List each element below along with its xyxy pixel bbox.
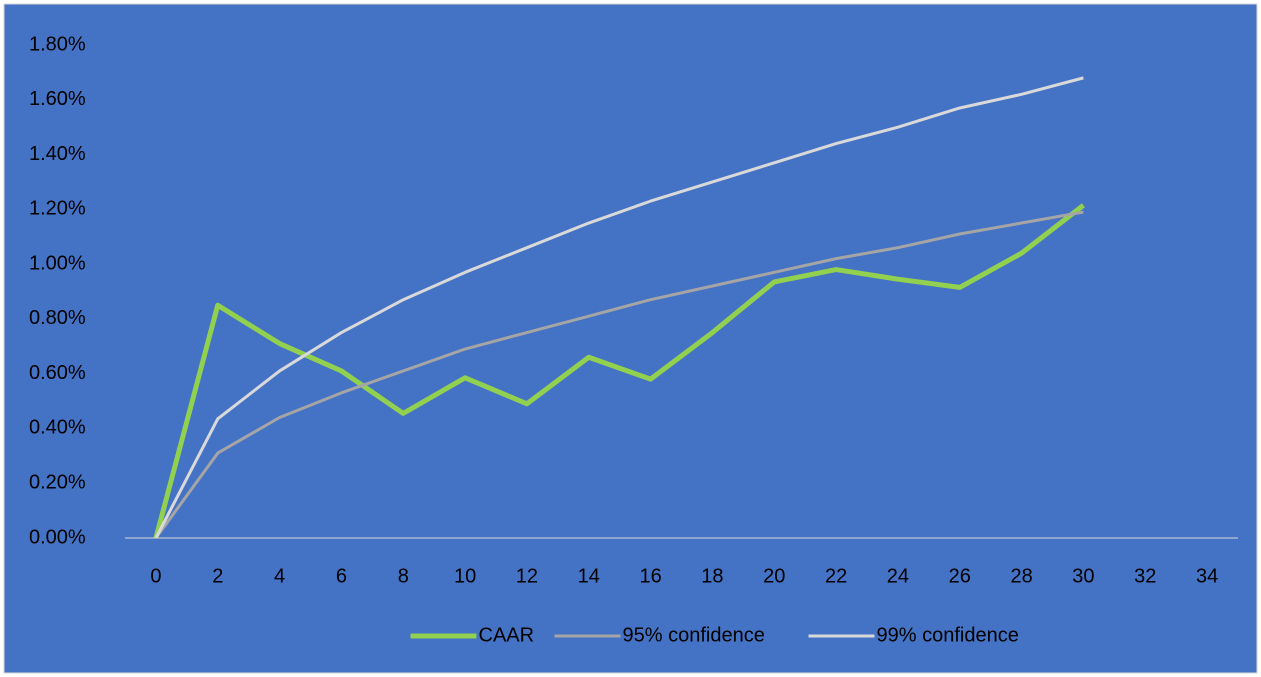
series-line bbox=[154, 76, 1084, 539]
y-tick-label: 0.80% bbox=[29, 307, 86, 329]
y-tick-label: 1.80% bbox=[29, 33, 86, 55]
y-tick-label: 0.00% bbox=[29, 526, 86, 548]
chart-background bbox=[3, 3, 1258, 674]
y-tick-label: 1.60% bbox=[29, 88, 86, 110]
y-tick-label: 0.40% bbox=[29, 417, 86, 439]
legend-label: 99% confidence bbox=[877, 624, 1019, 646]
y-tick-label: 1.20% bbox=[29, 198, 86, 220]
x-tick-label: 12 bbox=[516, 565, 538, 587]
series-line bbox=[153, 203, 1085, 539]
y-tick-label: 1.40% bbox=[29, 143, 86, 165]
x-tick-label: 2 bbox=[212, 565, 223, 587]
x-tick-label: 30 bbox=[1072, 565, 1094, 587]
x-tick-label: 16 bbox=[639, 565, 661, 587]
x-tick-label: 32 bbox=[1134, 565, 1156, 587]
x-tick-label: 14 bbox=[578, 565, 600, 587]
x-tick-label: 18 bbox=[701, 565, 723, 587]
x-tick-label: 26 bbox=[949, 565, 971, 587]
y-tick-label: 1.00% bbox=[29, 252, 86, 274]
series-line bbox=[154, 210, 1084, 539]
x-tick-label: 24 bbox=[887, 565, 909, 587]
x-tick-label: 6 bbox=[336, 565, 347, 587]
y-tick-label: 0.20% bbox=[29, 472, 86, 494]
x-tick-label: 22 bbox=[825, 565, 847, 587]
x-tick-label: 20 bbox=[763, 565, 785, 587]
x-tick-label: 0 bbox=[150, 565, 161, 587]
x-tick-label: 28 bbox=[1010, 565, 1032, 587]
x-tick-label: 4 bbox=[274, 565, 285, 587]
legend-label: 95% confidence bbox=[623, 624, 765, 646]
x-tick-label: 34 bbox=[1196, 565, 1218, 587]
y-tick-label: 0.60% bbox=[29, 362, 86, 384]
legend-label: CAAR bbox=[479, 624, 535, 646]
x-tick-label: 10 bbox=[454, 565, 476, 587]
x-tick-label: 8 bbox=[398, 565, 409, 587]
